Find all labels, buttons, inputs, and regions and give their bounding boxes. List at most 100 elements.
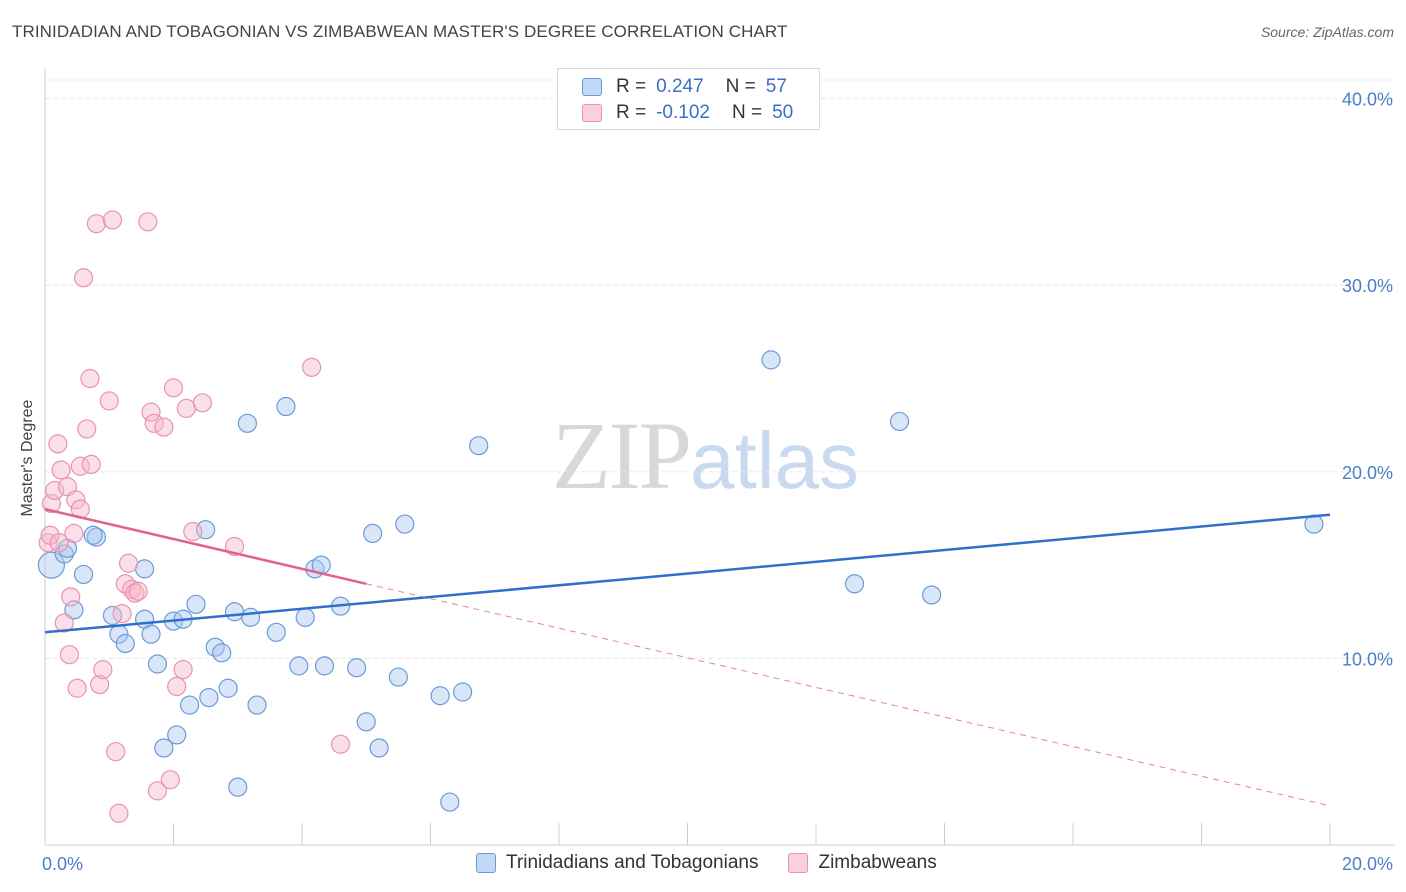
chart-title: TRINIDADIAN AND TOBAGONIAN VS ZIMBABWEAN… — [12, 22, 788, 41]
point-zimbabweans — [86, 214, 107, 234]
point-trinidadians — [147, 654, 168, 674]
point-trinidadians — [395, 514, 415, 534]
series-trinidadians-points — [37, 350, 1324, 812]
watermark: ZIPatlas — [552, 400, 859, 511]
point-zimbabweans — [128, 581, 148, 601]
point-zimbabweans — [90, 674, 110, 695]
y-tick-label: 40.0% — [1342, 90, 1393, 110]
point-zimbabweans — [38, 533, 58, 553]
point-zimbabweans — [93, 660, 113, 680]
point-zimbabweans — [154, 417, 174, 437]
legend-swatch-blue — [476, 853, 496, 873]
legend-label-trinidadians: Trinidadians and Tobagonians — [506, 852, 759, 873]
point-trinidadians — [186, 594, 206, 614]
y-tick-label: 20.0% — [1342, 463, 1393, 483]
point-trinidadians — [37, 551, 66, 579]
point-zimbabweans — [99, 391, 119, 411]
y-tick-label: 30.0% — [1342, 276, 1393, 296]
point-trinidadians — [289, 656, 309, 676]
legend-swatch-blue — [582, 78, 602, 96]
point-zimbabweans — [144, 413, 164, 433]
y-tick-label: 10.0% — [1342, 649, 1393, 669]
point-trinidadians — [167, 725, 187, 745]
point-trinidadians — [276, 396, 296, 417]
legend-swatch-pink — [788, 853, 809, 873]
axes — [44, 68, 1395, 846]
point-trinidadians — [179, 695, 200, 715]
point-zimbabweans — [167, 676, 187, 697]
legend-r-label: R = — [616, 76, 647, 97]
point-trinidadians — [218, 678, 238, 698]
point-trinidadians — [247, 695, 267, 715]
point-zimbabweans — [330, 734, 351, 754]
point-trinidadians — [154, 738, 174, 758]
point-trinidadians — [430, 686, 450, 706]
point-trinidadians — [922, 585, 942, 605]
watermark-atlas: atlas — [690, 416, 859, 505]
point-trinidadians — [228, 777, 248, 797]
point-zimbabweans — [61, 587, 81, 607]
point-zimbabweans — [67, 678, 87, 698]
legend-item-trinidadians[interactable]: Trinidadians and Tobagonians — [476, 852, 758, 874]
point-trinidadians — [440, 792, 460, 812]
point-zimbabweans — [118, 553, 139, 573]
point-zimbabweans — [192, 393, 213, 413]
point-trinidadians — [241, 607, 261, 627]
watermark-zip: ZIP — [552, 402, 692, 509]
series-legend: Trinidadians and Tobagonians Zimbabweans — [476, 852, 967, 874]
point-zimbabweans — [141, 402, 161, 422]
point-trinidadians — [347, 658, 367, 678]
trend-lines — [44, 507, 1331, 807]
point-zimbabweans — [302, 357, 322, 377]
legend-row-trinidadians: R = 0.247 N = 57 — [582, 75, 787, 99]
legend-row-zimbabweans: R = -0.102 N = 50 — [582, 101, 793, 125]
legend-r-label: R = — [616, 102, 647, 123]
point-trinidadians — [115, 633, 135, 654]
point-zimbabweans — [106, 742, 126, 762]
legend-n-label: N = — [731, 102, 763, 123]
point-zimbabweans — [66, 490, 86, 510]
point-zimbabweans — [48, 434, 68, 454]
point-zimbabweans — [81, 454, 101, 474]
point-zimbabweans — [176, 398, 196, 418]
legend-label-zimbabweans: Zimbabweans — [818, 852, 937, 873]
source-label: Source: ZipAtlas.com — [1260, 24, 1394, 40]
point-zimbabweans — [122, 579, 142, 599]
point-trinidadians — [761, 350, 781, 370]
legend-n-label: N = — [725, 76, 756, 97]
point-trinidadians — [141, 624, 161, 644]
point-zimbabweans — [102, 210, 123, 230]
point-trinidadians — [388, 667, 408, 687]
point-trinidadians — [73, 564, 94, 585]
point-zimbabweans — [125, 583, 145, 603]
series-zimbabweans-points — [38, 210, 351, 823]
point-zimbabweans — [49, 533, 69, 553]
point-trinidadians — [295, 607, 315, 627]
y-axis-label: Master's Degree — [19, 399, 36, 516]
point-trinidadians — [199, 687, 219, 708]
legend-item-zimbabweans[interactable]: Zimbabweans — [788, 852, 937, 874]
point-trinidadians — [237, 413, 257, 433]
point-zimbabweans — [160, 770, 180, 790]
point-trinidadians — [212, 643, 232, 663]
point-trinidadians — [369, 738, 389, 758]
point-trinidadians — [134, 559, 155, 579]
point-trinidadians — [356, 712, 376, 732]
trend-line-trinidadians — [44, 513, 1331, 634]
point-zimbabweans — [138, 212, 158, 232]
point-zimbabweans — [45, 480, 65, 501]
point-trinidadians — [86, 527, 107, 547]
point-trinidadians — [54, 544, 74, 564]
point-zimbabweans — [163, 378, 184, 398]
point-zimbabweans — [112, 604, 132, 624]
legend-r-value: -0.102 — [656, 102, 710, 123]
point-zimbabweans — [77, 419, 97, 439]
point-zimbabweans — [109, 803, 129, 823]
point-zimbabweans — [64, 523, 84, 544]
x-tick-label: 20.0% — [1342, 854, 1393, 874]
point-trinidadians — [224, 602, 245, 622]
point-trinidadians — [889, 411, 910, 432]
legend-swatch-pink — [582, 104, 602, 122]
point-zimbabweans — [54, 613, 74, 633]
